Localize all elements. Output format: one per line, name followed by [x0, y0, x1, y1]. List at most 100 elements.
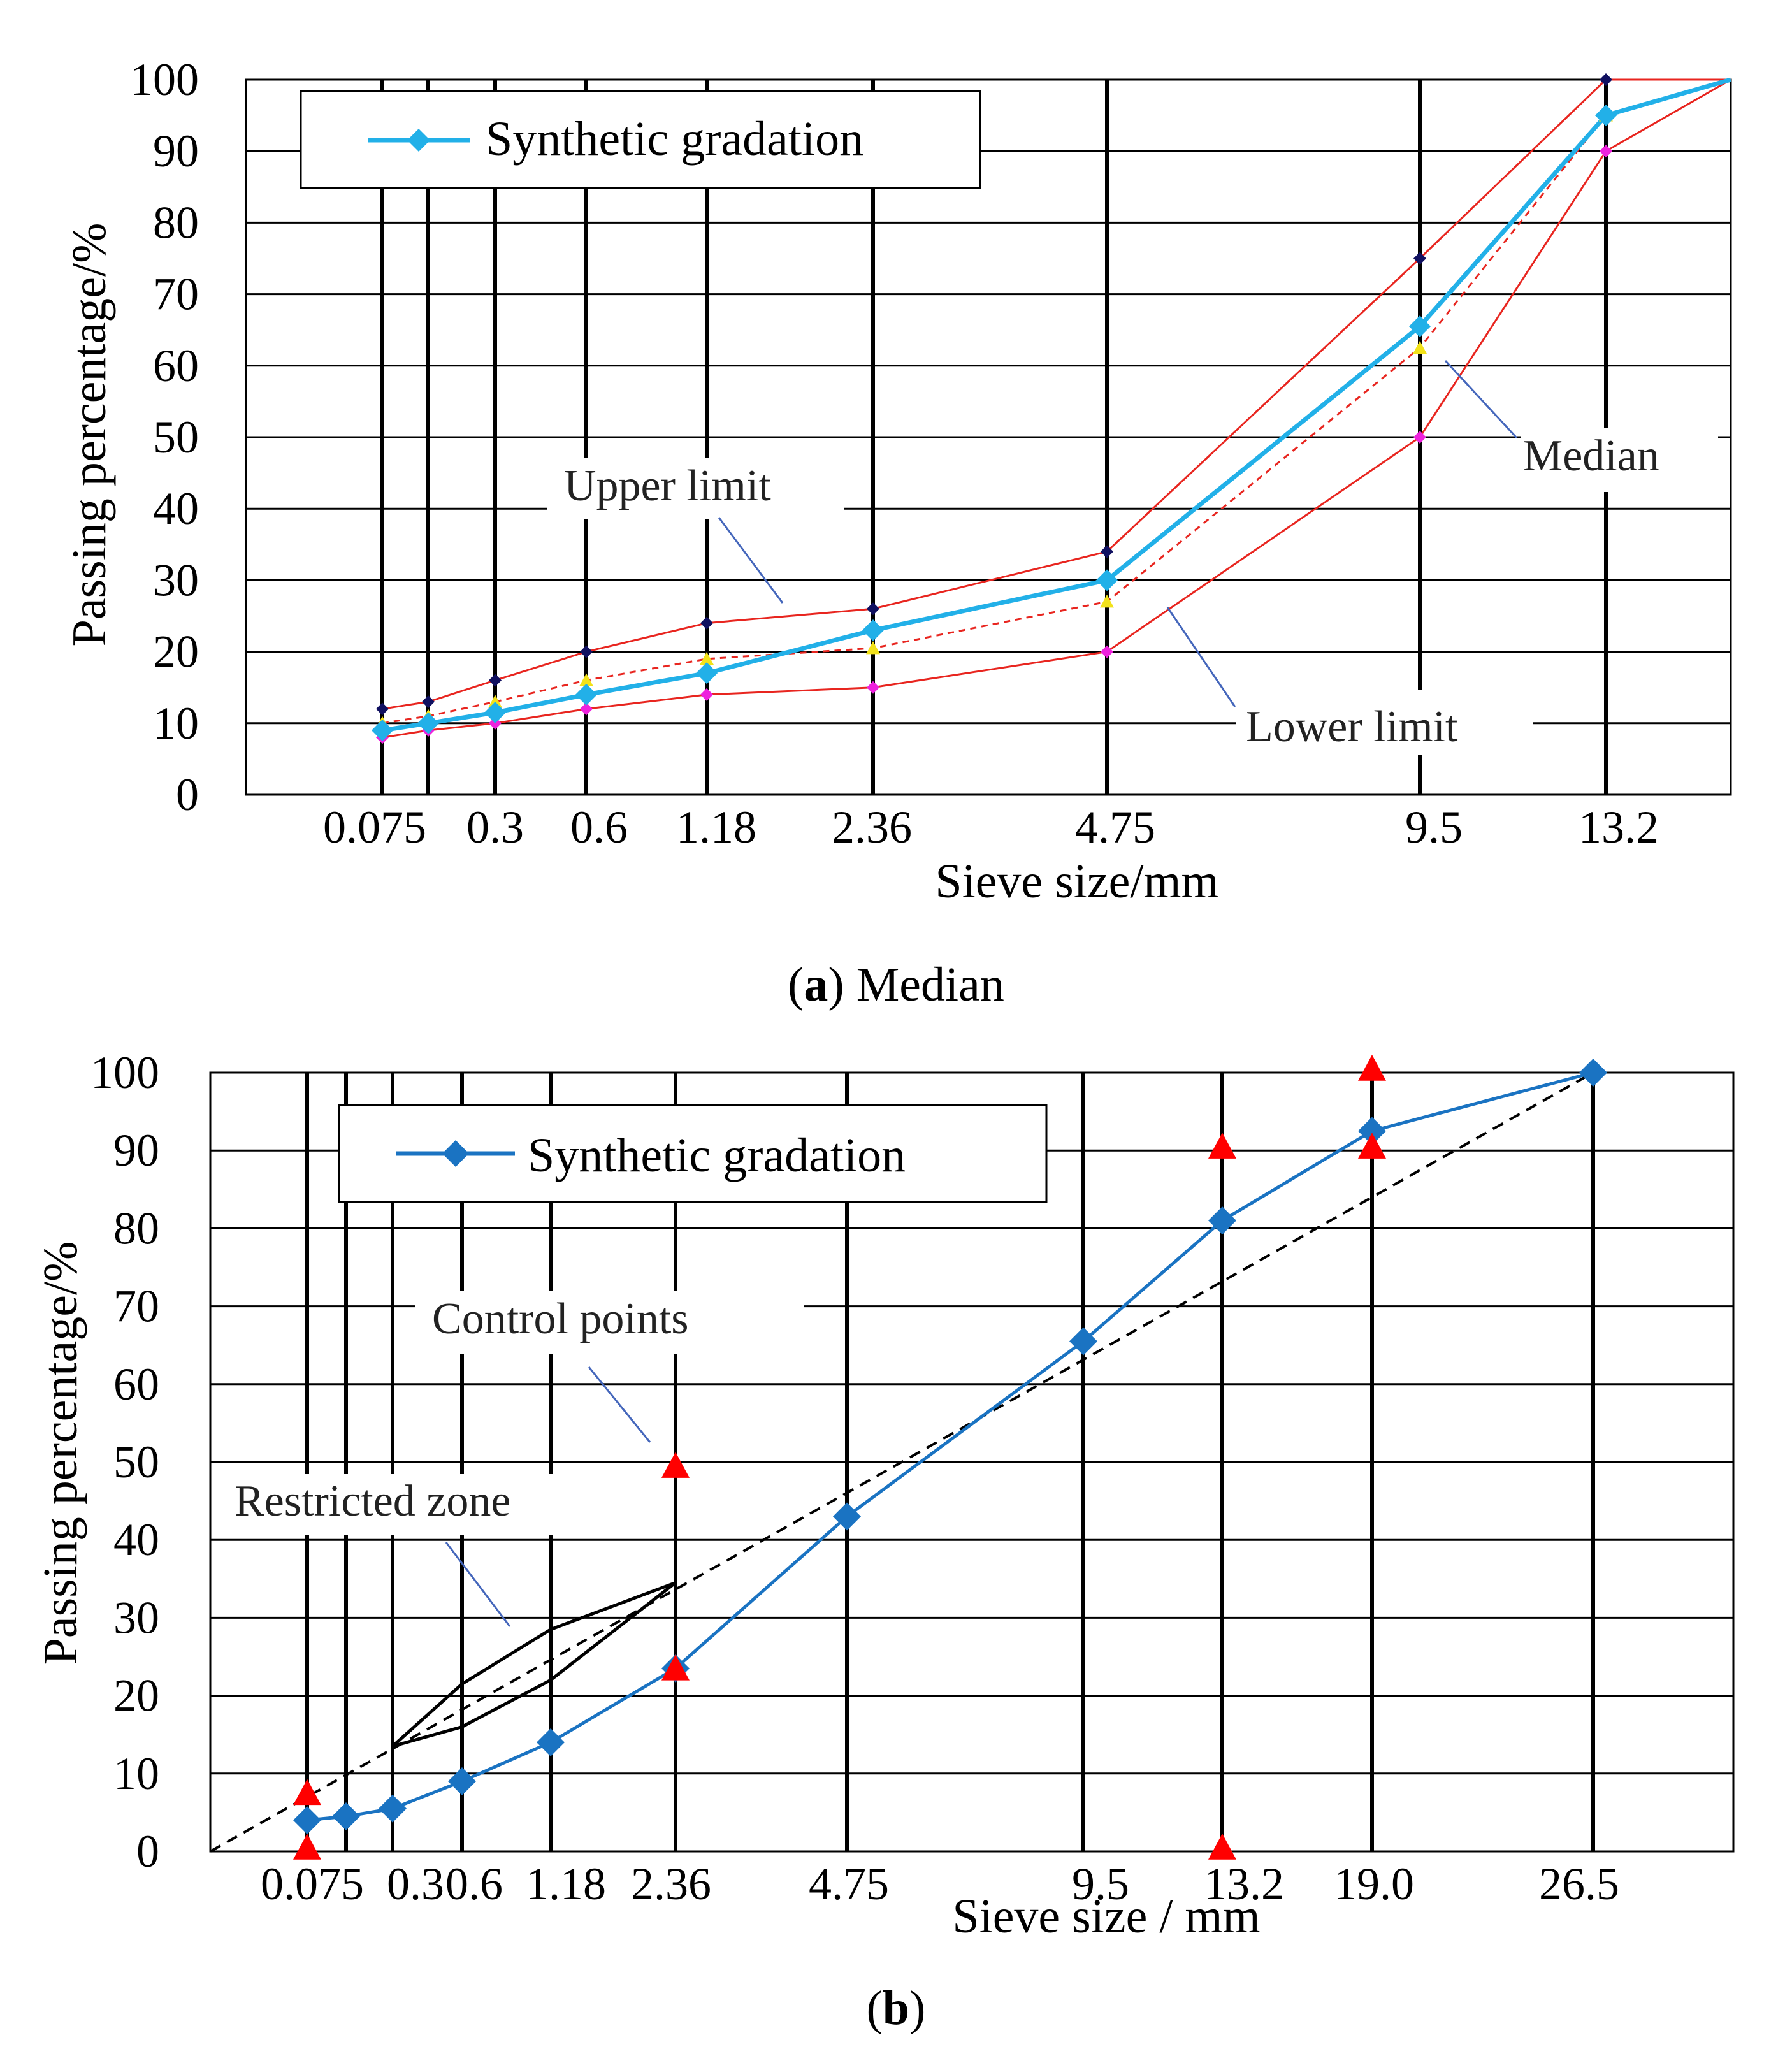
panel-b-y-tick-labels: 0 10 20 30 40 50 60 70 80 90 100 — [90, 1047, 159, 1877]
panel-a-synthetic-gradation-point — [696, 662, 718, 684]
panel-a-y-tick-label: 70 — [153, 269, 199, 320]
panel-b-x-tick-label: 2.36 — [631, 1858, 711, 1909]
panel-b-x-tick-label: 0.3 — [387, 1858, 444, 1909]
panel-a-lower-limit-point — [867, 681, 879, 694]
panel-b-restricted-zone-lower — [392, 1581, 677, 1748]
panel-a-upper-limit-bg — [547, 458, 844, 519]
panel-a-upper-limit-point — [489, 674, 502, 687]
panel-b-synthetic-gradation-point — [448, 1767, 476, 1796]
panel-b-control-leader — [588, 1366, 651, 1443]
panel-b-y-tick-label: 70 — [113, 1281, 159, 1332]
panel-a-upper-limit-annotation: Upper limit — [564, 461, 771, 510]
panel-b-control-point — [1208, 1133, 1236, 1159]
panel-b-restricted-leader — [445, 1542, 511, 1627]
panel-b-x-tick-label: 13.2 — [1204, 1858, 1284, 1909]
panel-a-synthetic-gradation-line — [382, 77, 1731, 733]
panel-a-upper-limit-point — [376, 702, 389, 716]
panel-b-y-tick-label: 90 — [113, 1125, 159, 1176]
panel-a-x-tick-label: 0.075 — [323, 802, 426, 853]
panel-b-control-point — [661, 1452, 690, 1478]
panel-b-legend-marker — [442, 1140, 469, 1167]
panel-b-control-point — [1358, 1133, 1386, 1159]
panel-b-control-point — [661, 1654, 690, 1681]
panel-a-median-leader — [1444, 359, 1518, 439]
panel-a-synthetic-gradation-point — [1409, 315, 1431, 338]
panel-b-y-tick-label: 0 — [136, 1826, 159, 1877]
panel-b-control-point — [293, 1834, 321, 1860]
panel-a-legend-marker — [407, 129, 430, 152]
panel-a-upper-limit-point — [1600, 73, 1612, 86]
panel-b-chart: 0 10 20 30 40 50 60 70 80 90 100 0.075 0.3 0.6 1.18 2.… — [34, 1047, 1735, 2035]
panel-b-control-points-bg — [415, 1291, 804, 1354]
panel-b-synthetic-gradation-point — [1358, 1117, 1386, 1145]
panel-a-x-axis-title: Sieve size/mm — [935, 855, 1218, 908]
panel-a-lower-limit-annotation: Lower limit — [1246, 702, 1458, 751]
panel-a-y-tick-label: 0 — [176, 769, 199, 820]
panel-a-y-tick-label: 20 — [153, 626, 199, 677]
panel-a-median-point — [488, 695, 502, 708]
panel-b-series — [210, 1055, 1607, 1860]
panel-b-synthetic-gradation-point — [1579, 1059, 1607, 1087]
panel-a-x-tick-label: 1.18 — [676, 802, 756, 853]
panel-b-max-density-line — [210, 1071, 1594, 1853]
panel-b-x-axis-title: Sieve size / mm — [952, 1890, 1260, 1943]
panel-b-caption: (b) — [867, 1981, 926, 2035]
panel-a-lower-limit-point — [1101, 645, 1113, 658]
panel-b-control-point — [1358, 1055, 1386, 1081]
panel-b-y-axis-title: Passing percentage/% — [34, 1242, 87, 1665]
panel-a-upper-limit-point — [580, 645, 593, 658]
panel-a-upper-limit-point — [867, 602, 879, 616]
panel-a-synthetic-gradation-point — [372, 720, 393, 742]
panel-b-control-points-annotation: Control points — [432, 1294, 689, 1343]
panel-b-y-tick-label: 80 — [113, 1203, 159, 1254]
panel-a-upper-leader — [718, 517, 784, 604]
panel-a-legend-box — [300, 90, 981, 189]
panel-a-y-tick-labels: 0 10 20 30 40 50 60 70 80 90 100 — [130, 54, 199, 820]
panel-a-x-tick-label: 0.3 — [466, 802, 524, 853]
panel-a-synthetic-gradation-point — [1096, 569, 1118, 591]
panel-a-caption-label: a — [804, 958, 828, 1011]
panel-a-lower-limit-point — [1413, 431, 1426, 444]
panel-a-x-tick-labels: 0.075 0.3 0.6 1.18 2.36 4.75 9.5 13.2 — [323, 802, 1659, 853]
panel-a-lower-limit-point — [580, 702, 593, 716]
panel-b-x-tick-label: 19.0 — [1334, 1858, 1414, 1909]
panel-a-series — [372, 73, 1731, 744]
panel-a-lower-limit-bg — [1236, 690, 1533, 755]
panel-b-y-tick-label: 100 — [90, 1047, 159, 1098]
panel-b-synthetic-gradation-point — [833, 1502, 861, 1531]
panel-a-caption-text: Median — [856, 958, 1004, 1011]
panel-a-median-annotation: Median — [1523, 431, 1659, 481]
panel-a-caption: (a) Median — [788, 958, 1004, 1011]
panel-b-control-point — [293, 1779, 321, 1806]
panel-a-y-tick-label: 50 — [153, 412, 199, 463]
panel-b-x-tick-label: 0.075 — [261, 1858, 364, 1909]
panel-a-lower-leader — [1166, 607, 1236, 707]
panel-b-legend-label: Synthetic gradation — [528, 1129, 906, 1182]
panel-b-synthetic-gradation-point — [537, 1728, 565, 1756]
panel-a-upper-limit-line — [382, 78, 1731, 710]
panel-a-y-tick-label: 60 — [153, 340, 199, 391]
panel-b-synthetic-gradation-point — [332, 1802, 360, 1831]
panel-b-y-tick-label: 60 — [113, 1359, 159, 1410]
panel-b-y-tick-label: 10 — [113, 1748, 159, 1799]
panel-b-x-tick-label: 1.18 — [526, 1858, 606, 1909]
panel-b-control-point — [1208, 1834, 1236, 1860]
panel-a-y-tick-label: 80 — [153, 197, 199, 248]
panel-a-median-point — [866, 641, 880, 655]
panel-a-median-point — [1413, 340, 1427, 354]
panel-a-upper-limit-point — [422, 695, 435, 709]
panel-b-synthetic-gradation-point — [1069, 1327, 1097, 1356]
panel-a-synthetic-gradation-point — [484, 701, 506, 723]
panel-b-y-tick-label: 40 — [113, 1514, 159, 1565]
panel-a-x-tick-label: 0.6 — [570, 802, 628, 853]
panel-a-synthetic-gradation-point — [575, 683, 597, 706]
panel-b-x-tick-label: 26.5 — [1539, 1858, 1619, 1909]
panel-a-y-tick-label: 100 — [130, 54, 199, 105]
panel-a-y-tick-label: 40 — [153, 483, 199, 534]
panel-a-x-tick-label: 4.75 — [1075, 802, 1155, 853]
panel-a-lower-limit-line — [382, 78, 1731, 739]
panel-a-upper-limit-point — [1101, 545, 1113, 558]
panel-a-y-tick-label: 30 — [153, 554, 199, 605]
panel-b-y-tick-label: 50 — [113, 1437, 159, 1488]
